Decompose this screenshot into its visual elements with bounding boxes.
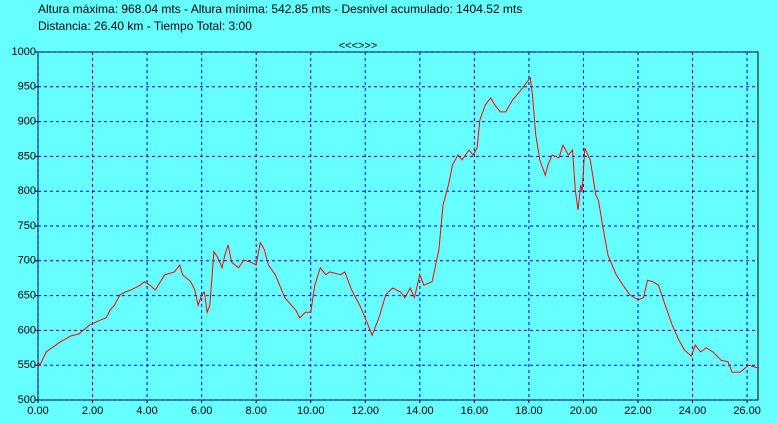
x-tick-label: 4.00 [136, 405, 157, 417]
y-tick-label: 1000 [12, 46, 36, 58]
x-tick-label: 20.00 [570, 405, 598, 417]
y-tick-label: 650 [18, 290, 36, 302]
y-tick-label: 800 [18, 185, 36, 197]
y-tick-label: 600 [18, 324, 36, 336]
y-tick-label: 850 [18, 150, 36, 162]
x-tick-label: 24.00 [679, 405, 707, 417]
y-tick-label: 750 [18, 220, 36, 232]
y-tick-label: 550 [18, 359, 36, 371]
x-tick-label: 18.00 [515, 405, 543, 417]
x-tick-label: 6.00 [191, 405, 212, 417]
y-tick-label: 950 [18, 81, 36, 93]
x-tick-label: 2.00 [82, 405, 103, 417]
x-tick-label: 16.00 [461, 405, 489, 417]
x-tick-label: 0.00 [27, 405, 48, 417]
x-tick-label: 10.00 [297, 405, 325, 417]
x-tick-label: 22.00 [624, 405, 652, 417]
elevation-line [37, 76, 759, 373]
chart-subtitle: Distancia: 26.40 km - Tiempo Total: 3:00 [38, 19, 252, 33]
y-tick-label: 900 [18, 116, 36, 128]
navigation[interactable]: <<<>>> [339, 40, 378, 52]
x-tick-label: 26.00 [733, 405, 761, 417]
y-tick-label: 700 [18, 255, 36, 267]
x-tick-label: 8.00 [245, 405, 266, 417]
x-tick-label: 12.00 [352, 405, 380, 417]
y-tick-label: 500 [18, 394, 36, 406]
chart-title: Altura máxima: 968.04 mts - Altura mínim… [38, 2, 522, 16]
x-tick-label: 14.00 [406, 405, 434, 417]
